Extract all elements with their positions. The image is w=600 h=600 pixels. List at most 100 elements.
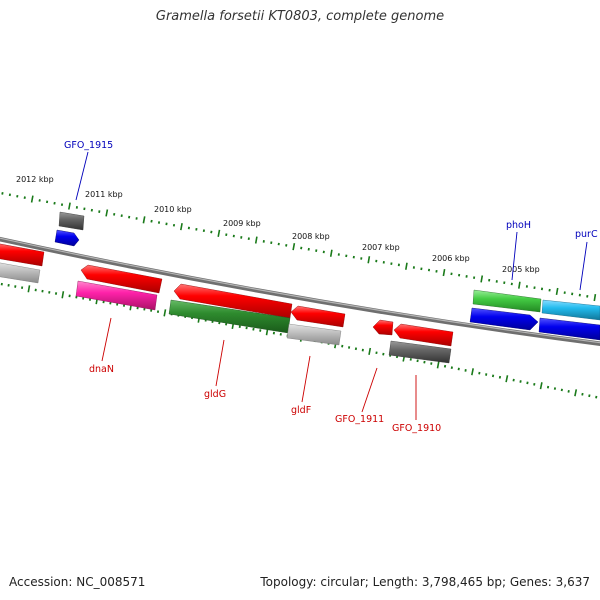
scale-tick-minor: [526, 381, 529, 385]
scale-tick-minor: [341, 344, 344, 348]
scale-tick-major: [505, 375, 509, 383]
scale-tick-minor: [150, 219, 153, 223]
scale-tick-major: [405, 262, 408, 270]
scale-tick-major: [518, 281, 521, 289]
scale-tick-major: [163, 309, 167, 317]
scale-tick-major: [367, 256, 371, 264]
scale-label: 2006 kbp: [432, 254, 470, 263]
map-title: Gramella forsetii KT0803, complete genom…: [155, 9, 445, 24]
scale-tick-minor: [553, 387, 557, 390]
scale-tick-minor: [54, 292, 58, 295]
scale-tick-major: [436, 361, 440, 369]
scale-tick-minor: [277, 242, 280, 246]
outer-scale-ring: [1, 192, 597, 302]
scale-tick-major: [539, 382, 543, 390]
leader-line-gldG: [215, 339, 225, 387]
gene-label-GFO_1910[interactable]: GFO_1910: [392, 423, 441, 434]
scale-label: 2007 kbp: [362, 243, 400, 252]
scale-tick-minor: [560, 388, 563, 392]
gene-label-phoH[interactable]: phoH: [506, 220, 531, 231]
gene-gldF[interactable]: [286, 323, 342, 346]
gene-left-edge-red[interactable]: [0, 243, 45, 267]
scale-label: 2010 kbp: [154, 205, 192, 214]
scale-tick-minor: [1, 192, 4, 195]
scale-tick-major: [105, 209, 109, 217]
scale-tick-minor: [90, 208, 93, 212]
scale-tick-major: [442, 268, 446, 277]
scale-tick-major: [254, 236, 258, 244]
gene-label-dnaN[interactable]: dnaN: [89, 364, 114, 375]
genome-backbone: [0, 236, 600, 346]
scale-tick-major: [292, 243, 296, 251]
gene-dnaN[interactable]: [75, 280, 158, 311]
scale-tick-minor: [279, 333, 282, 336]
scale-tick-minor: [519, 380, 522, 383]
leader-line-purC: [579, 241, 588, 291]
gene-GFO_1915[interactable]: [54, 229, 80, 247]
scale-tick-minor: [450, 366, 453, 369]
scale-tick-minor: [307, 247, 310, 251]
scale-tick-minor: [423, 360, 426, 364]
scale-tick-major: [329, 249, 333, 257]
scale-tick-minor: [128, 215, 131, 219]
scale-tick-minor: [409, 358, 412, 361]
scale-tick-minor: [300, 246, 303, 250]
gene-GFO_1910[interactable]: [388, 340, 452, 364]
genome-backbone-highlight: [0, 237, 600, 344]
scale-label: 2011 kbp: [85, 190, 123, 199]
scale-tick-minor: [252, 327, 255, 331]
scale-tick-minor: [210, 230, 213, 234]
scale-tick-minor: [225, 322, 228, 326]
scale-label: 2009 kbp: [223, 219, 261, 228]
gene-label-gldG[interactable]: gldG: [204, 389, 226, 400]
gene-purC-partner[interactable]: [538, 317, 600, 341]
scale-tick-minor: [595, 395, 598, 399]
gene-GFO_1915-upstream[interactable]: [58, 211, 85, 231]
gene-label-GFO_1911[interactable]: GFO_1911: [335, 414, 384, 425]
scale-label: 2005 kbp: [502, 265, 540, 274]
accession-label: Accession: NC_008571: [9, 575, 146, 589]
gene-label-gldF[interactable]: gldF: [291, 405, 311, 416]
scale-tick-major: [180, 223, 183, 231]
leader-line-gldF: [301, 355, 311, 403]
scale-tick-minor: [581, 392, 584, 396]
scale-tick-major: [593, 293, 597, 302]
scale-tick-minor: [354, 347, 358, 351]
scale-tick-minor: [567, 390, 570, 393]
scale-tick-major: [142, 216, 146, 224]
scale-tick-major: [480, 275, 484, 283]
scale-tick-major: [68, 202, 71, 210]
scale-tick-major: [574, 389, 578, 397]
gene-purC[interactable]: [541, 299, 600, 321]
gene-GFO_1910-upper[interactable]: [393, 323, 454, 347]
scale-tick-minor: [315, 249, 318, 252]
scale-tick-minor: [588, 394, 591, 398]
gene-left-edge-gray[interactable]: [0, 262, 41, 284]
scale-tick-minor: [53, 201, 56, 205]
gene-gldF-upper[interactable]: [290, 305, 346, 328]
gene-gldG-upper[interactable]: [173, 283, 293, 319]
scale-tick-major: [27, 285, 31, 293]
leader-line-dnaN: [101, 317, 112, 362]
scale-tick-minor: [38, 199, 41, 202]
gene-label-purC[interactable]: purC: [575, 229, 598, 240]
gene-GFO_1911[interactable]: [372, 319, 394, 336]
scale-tick-minor: [382, 352, 385, 356]
scale-label: 2012 kbp: [16, 175, 54, 184]
scale-tick-major: [217, 229, 221, 237]
gene-phoH[interactable]: [469, 307, 539, 331]
genome-summary: Topology: circular; Length: 3,798,465 bp…: [260, 575, 590, 589]
gene-label-GFO_1915[interactable]: GFO_1915: [64, 140, 113, 151]
scale-tick-minor: [491, 374, 495, 378]
scale-tick-minor: [457, 367, 460, 371]
scale-tick-minor: [285, 244, 288, 247]
scale-tick-minor: [443, 364, 447, 368]
leader-line-phoH: [511, 231, 518, 281]
gene-dnaN-upper[interactable]: [80, 264, 163, 294]
scale-tick-minor: [546, 385, 550, 389]
gene-phoH-partner[interactable]: [472, 289, 542, 313]
scale-label: 2008 kbp: [292, 232, 330, 241]
scale-tick-minor: [498, 375, 502, 379]
scale-tick-major: [555, 287, 559, 296]
